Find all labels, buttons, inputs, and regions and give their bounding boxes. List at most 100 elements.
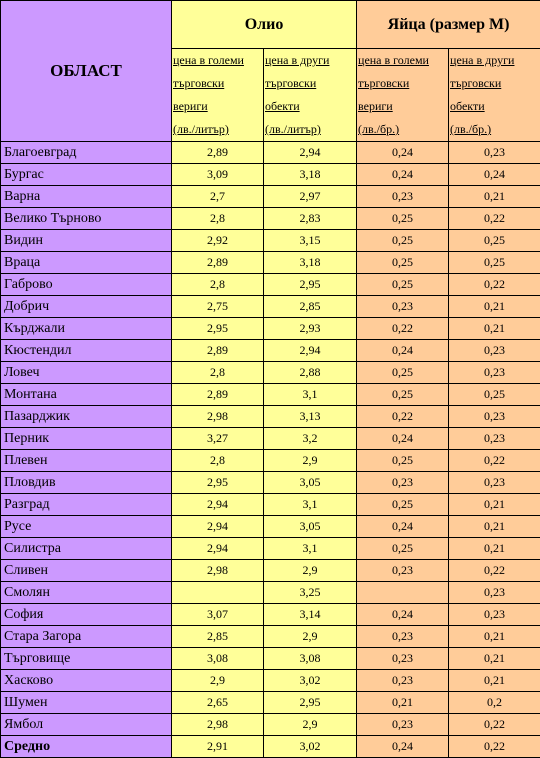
- subheader-line: (лв./бр.): [358, 118, 448, 141]
- price-cell: 0,21: [449, 494, 540, 516]
- price-cell: 2,91: [172, 736, 264, 758]
- subheader-line: търговски: [265, 72, 356, 95]
- price-cell: 0,23: [357, 186, 449, 208]
- price-cell: 0,23: [357, 560, 449, 582]
- price-cell: 0,23: [449, 604, 540, 626]
- price-cell: 3,08: [172, 648, 264, 670]
- price-cell: 0,21: [449, 648, 540, 670]
- price-cell: 3,27: [172, 428, 264, 450]
- price-cell: 3,25: [264, 582, 357, 604]
- price-cell: 3,08: [264, 648, 357, 670]
- price-cell: 0,22: [449, 560, 540, 582]
- price-cell: 0,21: [449, 626, 540, 648]
- region-name: Шумен: [1, 692, 172, 714]
- price-cell: 2,9: [264, 450, 357, 472]
- price-cell: 2,95: [172, 472, 264, 494]
- region-name: Средно: [1, 736, 172, 758]
- price-cell: 2,89: [172, 142, 264, 164]
- price-cell: 0,25: [449, 230, 540, 252]
- price-cell: 0,23: [449, 362, 540, 384]
- price-cell: 0,23: [449, 582, 540, 604]
- region-name: Кърджали: [1, 318, 172, 340]
- price-cell: 2,94: [264, 142, 357, 164]
- price-cell: 2,75: [172, 296, 264, 318]
- subheader-line: цена в други: [265, 49, 356, 72]
- region-name: Стара Загора: [1, 626, 172, 648]
- price-cell: 2,9: [172, 670, 264, 692]
- price-cell: 3,15: [264, 230, 357, 252]
- price-cell: 0,23: [357, 296, 449, 318]
- price-cell: 0,23: [357, 472, 449, 494]
- price-cell: 0,21: [449, 296, 540, 318]
- price-cell: 3,1: [264, 538, 357, 560]
- price-cell: 0,23: [449, 340, 540, 362]
- price-cell: 0,25: [357, 494, 449, 516]
- region-name: Силистра: [1, 538, 172, 560]
- price-cell: 2,98: [172, 714, 264, 736]
- price-cell: 0,23: [357, 670, 449, 692]
- price-cell: 0,21: [449, 538, 540, 560]
- region-name: Пловдив: [1, 472, 172, 494]
- price-cell: 0,21: [357, 692, 449, 714]
- subheader-line: (лв./литър): [173, 118, 263, 141]
- price-cell: [172, 582, 264, 604]
- price-cell: 3,14: [264, 604, 357, 626]
- price-cell: [357, 582, 449, 604]
- price-cell: 0,22: [357, 406, 449, 428]
- price-cell: 0,21: [449, 516, 540, 538]
- price-cell: 0,22: [449, 714, 540, 736]
- price-cell: 0,24: [357, 604, 449, 626]
- price-cell: 3,2: [264, 428, 357, 450]
- price-cell: 2,85: [172, 626, 264, 648]
- region-name: Пазарджик: [1, 406, 172, 428]
- price-cell: 2,8: [172, 450, 264, 472]
- price-cell: 0,25: [357, 252, 449, 274]
- price-cell: 2,85: [264, 296, 357, 318]
- price-cell: 2,8: [172, 208, 264, 230]
- region-name: Сливен: [1, 560, 172, 582]
- price-cell: 0,21: [449, 186, 540, 208]
- price-cell: 0,23: [357, 626, 449, 648]
- region-name: Плевен: [1, 450, 172, 472]
- price-cell: 2,89: [172, 340, 264, 362]
- region-name: Ловеч: [1, 362, 172, 384]
- region-name: Добрич: [1, 296, 172, 318]
- price-cell: 0,22: [449, 274, 540, 296]
- region-name: Перник: [1, 428, 172, 450]
- eggs-header: Яйца (размер М): [357, 1, 540, 49]
- region-name: Бургас: [1, 164, 172, 186]
- subheader-line: (лв./бр.): [450, 118, 540, 141]
- price-cell: 2,9: [264, 560, 357, 582]
- price-cell: 0,23: [357, 714, 449, 736]
- price-cell: 0,22: [357, 318, 449, 340]
- price-cell: 0,24: [357, 516, 449, 538]
- region-name: Русе: [1, 516, 172, 538]
- price-cell: 0,23: [449, 406, 540, 428]
- price-cell: 0,25: [357, 384, 449, 406]
- price-cell: 0,25: [357, 538, 449, 560]
- price-cell: 3,18: [264, 252, 357, 274]
- price-cell: 0,23: [449, 472, 540, 494]
- subheader-line: обекти: [450, 95, 540, 118]
- price-cell: 0,24: [357, 340, 449, 362]
- subheader-line: цена в други: [450, 49, 540, 72]
- price-cell: 2,95: [264, 274, 357, 296]
- price-cell: 2,93: [264, 318, 357, 340]
